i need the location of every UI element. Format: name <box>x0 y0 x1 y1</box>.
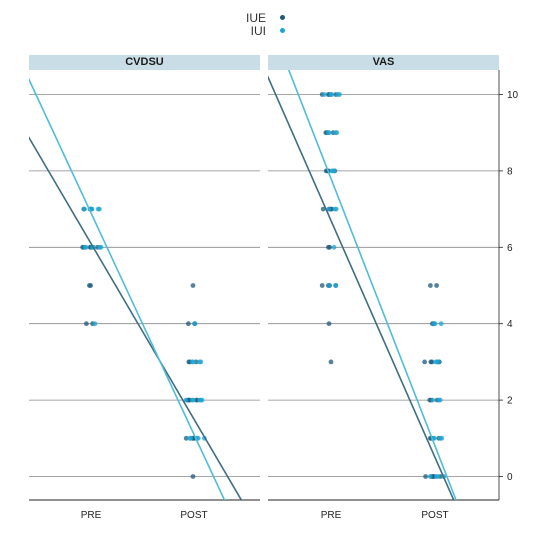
data-point-iui <box>427 474 433 479</box>
data-point-iui <box>437 397 443 403</box>
data-point-iui <box>92 321 98 327</box>
data-point-iue <box>429 359 435 365</box>
panel-title: CVDSU <box>125 56 164 68</box>
data-point-iui <box>432 321 438 327</box>
data-point-iue <box>326 321 332 327</box>
data-point-iue <box>328 359 334 365</box>
data-point-iui <box>183 397 189 403</box>
data-point-iue <box>190 283 196 288</box>
data-point-iue <box>183 435 189 441</box>
data-point-iui <box>326 206 332 212</box>
data-point-iui <box>333 283 338 288</box>
data-point-iui <box>337 92 342 97</box>
data-point-iue <box>320 206 326 212</box>
data-point-iui <box>438 321 444 327</box>
data-point-iui <box>98 244 104 250</box>
data-point-iui <box>331 168 337 174</box>
x-tick-label: PRE <box>81 510 102 521</box>
y-tick-label: 10 <box>507 90 519 101</box>
data-point-iue <box>190 474 196 479</box>
data-point-iui <box>198 359 204 365</box>
data-point-iui <box>329 92 335 97</box>
data-point-iui <box>334 130 340 136</box>
data-point-iue <box>186 321 191 327</box>
data-point-iui <box>97 206 102 212</box>
y-tick-label: 6 <box>507 243 513 254</box>
data-point-iui <box>192 321 198 327</box>
y-tick-label: 2 <box>507 396 513 407</box>
data-point-iue <box>434 283 439 288</box>
data-point-iui <box>82 206 87 212</box>
data-point-iue <box>84 321 89 327</box>
panel-title: VAS <box>372 56 395 68</box>
data-point-iui <box>191 359 196 365</box>
y-tick-label: 4 <box>507 319 513 330</box>
legend-marker-icon <box>280 28 285 33</box>
data-point-iue <box>88 283 93 288</box>
panel-strip-cvdsu: CVDSU <box>29 55 260 70</box>
legend-marker-icon <box>280 15 285 20</box>
data-point-iui <box>327 130 332 136</box>
data-point-iue <box>327 244 332 250</box>
trend-line-iui <box>29 77 226 500</box>
data-point-iui <box>435 474 440 479</box>
data-point-iui <box>188 435 194 441</box>
data-point-iui <box>191 397 196 403</box>
data-point-iui <box>331 244 337 250</box>
data-point-iui <box>83 244 89 250</box>
data-point-iue <box>428 283 433 288</box>
y-tick-label: 0 <box>507 472 513 483</box>
data-point-iui <box>435 359 441 365</box>
x-tick-label: POST <box>180 510 207 521</box>
data-point-iue <box>319 283 325 288</box>
x-tick-label: PRE <box>321 510 342 521</box>
data-point-iui <box>322 92 327 97</box>
data-point-iui <box>89 206 95 212</box>
legend-label: IUI <box>250 24 266 38</box>
data-point-iue <box>422 359 427 365</box>
y-tick-label: 8 <box>507 166 513 177</box>
data-point-iui <box>439 435 445 441</box>
data-point-iui <box>199 397 205 403</box>
x-tick-label: POST <box>421 510 448 521</box>
trend-line-iue <box>268 75 455 500</box>
trend-line-iue <box>29 136 243 500</box>
trend-line-iui <box>287 70 457 500</box>
data-point-iue <box>423 474 428 479</box>
panel-strip-vas: VAS <box>268 55 499 70</box>
data-point-iui <box>327 283 332 288</box>
legend-label: IUE <box>245 11 266 25</box>
data-point-iui <box>430 397 436 403</box>
data-point-iui <box>333 206 339 212</box>
